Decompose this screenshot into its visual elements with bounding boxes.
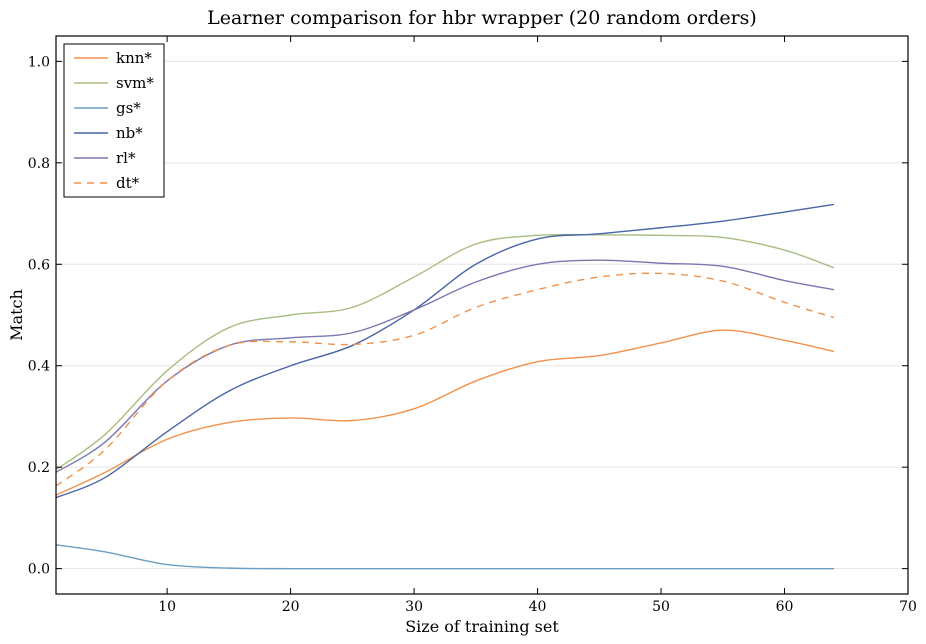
legend-label: dt*	[116, 174, 140, 192]
x-tick-label: 10	[158, 599, 176, 615]
legend-label: rl*	[116, 149, 136, 167]
legend-box	[63, 43, 165, 198]
x-tick-label: 20	[282, 599, 300, 615]
x-tick-label: 40	[529, 599, 547, 615]
x-tick-label: 50	[652, 599, 670, 615]
series-line-knn	[55, 329, 835, 496]
series-line-rl	[55, 259, 835, 473]
y-tick-label: 1.0	[28, 54, 50, 70]
axis-ticks: 0.0 0.2 0.4 0.6 0.8 1.0 10 20 30 40 50 60 70	[28, 36, 917, 615]
y-tick-label: 0.8	[28, 156, 50, 172]
legend-label: svm*	[116, 74, 154, 92]
legend-label: knn*	[116, 49, 152, 67]
y-tick-label: 0.6	[28, 257, 50, 273]
x-tick-label: 70	[899, 599, 917, 615]
x-axis-label: Size of training set	[405, 617, 559, 636]
legend-label: nb*	[116, 124, 143, 142]
y-tick-label: 0.4	[28, 359, 50, 375]
series-line-gs	[55, 544, 834, 570]
series-lines	[55, 203, 835, 570]
chart-title: Learner comparison for hbr wrapper (20 r…	[207, 7, 757, 29]
y-tick-label: 0.2	[28, 460, 50, 476]
legend-label: gs*	[116, 99, 141, 117]
legend: knn* svm* gs* nb* rl* dt*	[63, 43, 165, 198]
gridlines	[56, 60, 908, 570]
series-line-dt	[55, 272, 835, 487]
y-axis-label: Match	[7, 289, 26, 341]
series-line-svm	[55, 233, 835, 471]
y-tick-label: 0.0	[28, 562, 50, 578]
x-tick-label: 60	[776, 599, 794, 615]
plot-area-frame	[55, 35, 909, 595]
x-tick-label: 30	[405, 599, 423, 615]
series-line-nb	[55, 203, 835, 499]
